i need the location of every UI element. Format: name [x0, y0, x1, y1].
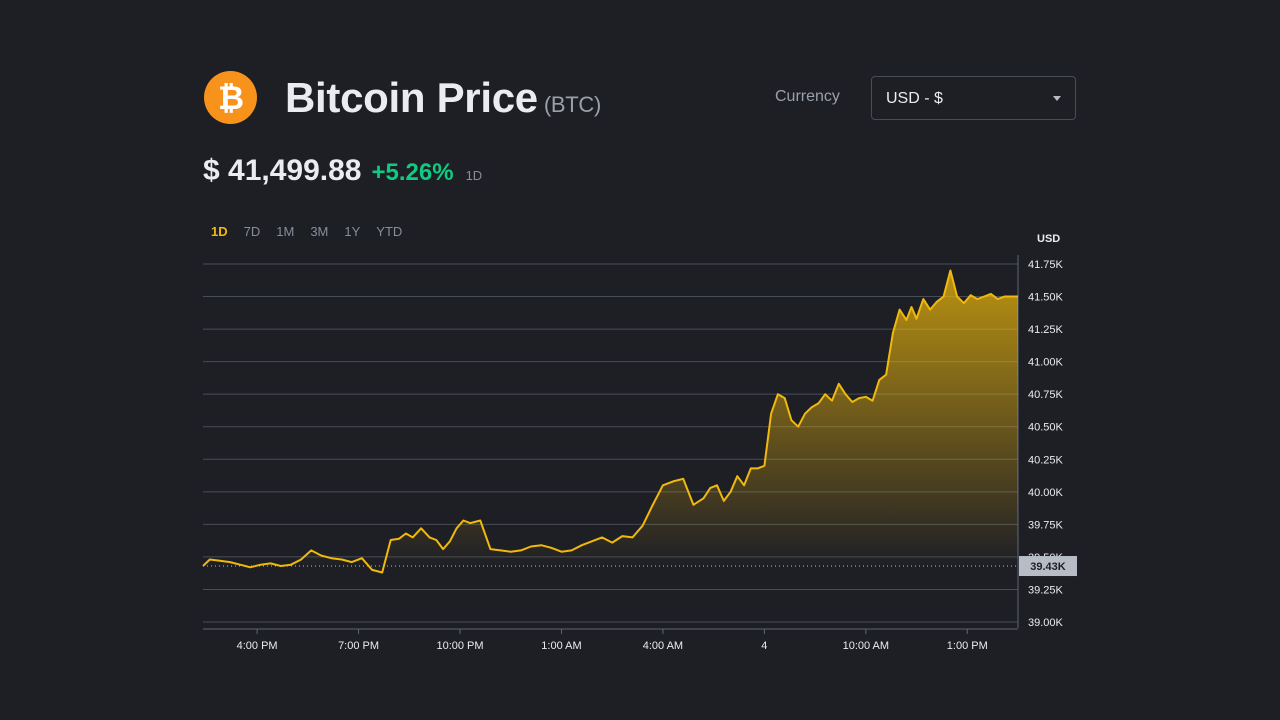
currency-select-value: USD - $ — [886, 90, 943, 107]
x-tick-label: 1:00 PM — [947, 640, 988, 652]
x-tick-label: 4:00 AM — [643, 640, 683, 652]
price-row: $ 41,499.88 +5.26% 1D — [203, 154, 482, 188]
y-tick-label: 41.00K — [1028, 357, 1064, 369]
x-tick-label: 1:00 AM — [541, 640, 581, 652]
y-tick-label: 40.75K — [1028, 389, 1064, 401]
y-tick-label: 40.00K — [1028, 487, 1064, 499]
coin-ticker: (BTC) — [543, 92, 601, 117]
price-change: +5.26% — [371, 159, 454, 186]
tab-1y[interactable]: 1Y — [344, 224, 361, 239]
y-axis-unit: USD — [1037, 233, 1060, 245]
tab-1d[interactable]: 1D — [211, 224, 228, 239]
tab-3m[interactable]: 3M — [310, 224, 329, 239]
price-line — [202, 269, 1018, 574]
coin-name: Bitcoin Price — [285, 74, 538, 121]
x-tick-label: 7:00 PM — [338, 640, 379, 652]
svg-text:₿: ₿ — [217, 81, 243, 115]
tab-1m[interactable]: 1M — [276, 224, 295, 239]
y-tick-label: 39.00K — [1028, 617, 1064, 629]
currency-select[interactable]: USD - $ — [871, 76, 1076, 120]
x-tick-label: 10:00 AM — [843, 640, 889, 652]
y-tick-label: 41.75K — [1028, 259, 1064, 271]
y-tick-label: 41.50K — [1028, 292, 1064, 304]
page-title: Bitcoin Price (BTC) — [285, 74, 601, 122]
x-tick-label: 4:00 PM — [237, 640, 278, 652]
y-tick-label: 40.50K — [1028, 422, 1064, 434]
x-tick-label: 10:00 PM — [436, 640, 483, 652]
y-tick-label: 41.25K — [1028, 324, 1064, 336]
y-tick-label: 39.75K — [1028, 519, 1064, 531]
open-price-label: 39.43K — [1030, 561, 1066, 573]
x-tick-label: 4 — [761, 640, 767, 652]
bitcoin-icon: ₿ — [204, 71, 257, 124]
price-area — [203, 270, 1018, 567]
range-tabs: 1D 7D 1M 3M 1Y YTD — [203, 224, 410, 240]
chevron-down-icon — [1053, 96, 1061, 101]
current-price: $ 41,499.88 — [203, 154, 362, 187]
tab-7d[interactable]: 7D — [243, 224, 261, 239]
y-tick-label: 40.25K — [1028, 454, 1064, 466]
y-tick-label: 39.25K — [1028, 584, 1064, 596]
open-price-tag — [1019, 556, 1077, 577]
price-change-period: 1D — [465, 168, 483, 183]
tab-ytd[interactable]: YTD — [376, 224, 403, 239]
currency-label: Currency — [775, 88, 840, 105]
